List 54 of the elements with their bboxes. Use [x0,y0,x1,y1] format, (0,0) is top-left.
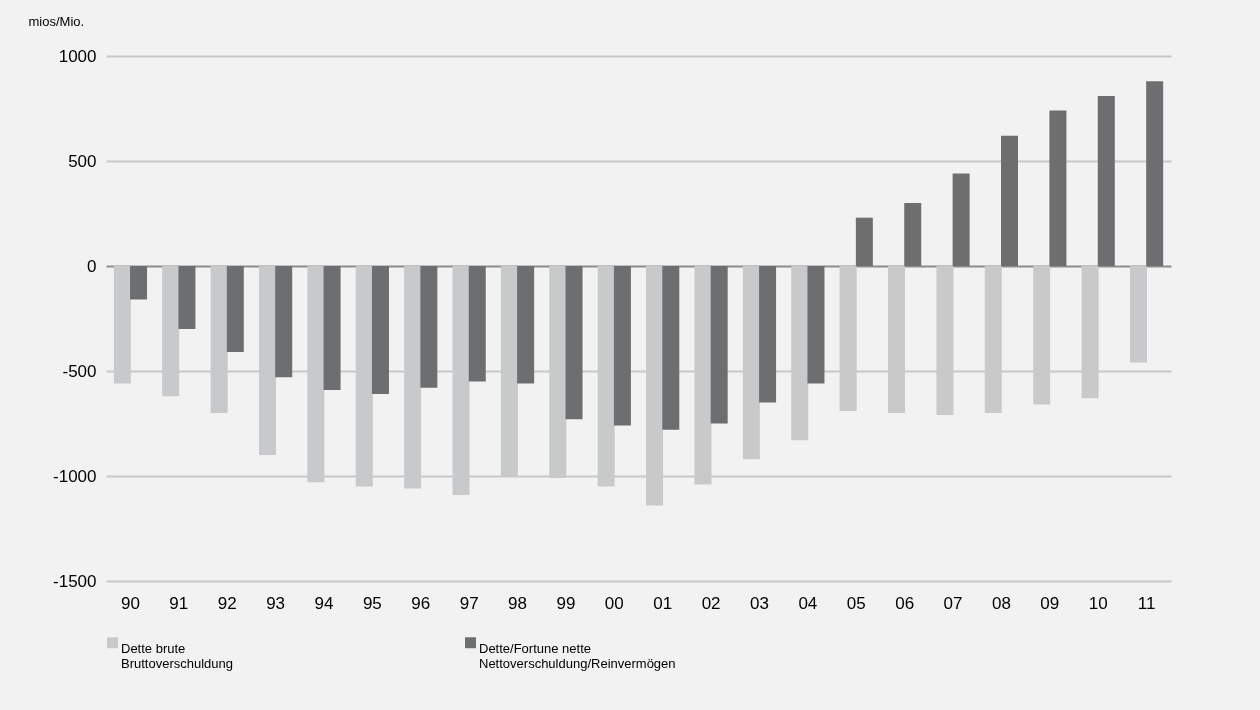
bar [420,266,438,388]
x-tick-label: 98 [508,593,527,613]
x-tick-label: 94 [314,593,334,613]
x-tick-label: 11 [1137,593,1156,613]
x-tick-label: 90 [120,593,140,613]
bar [855,217,873,266]
y-tick-label: -500 [62,361,97,381]
bar [1049,110,1067,266]
bar [952,173,970,266]
x-tick-label: 91 [169,593,189,613]
bar [178,266,196,329]
bar [1001,135,1019,266]
x-tick-label: 95 [362,593,382,613]
bar [565,266,583,420]
bar [759,266,777,403]
bar [275,266,293,378]
x-tick-label: 09 [1040,593,1060,613]
x-tick-label: 05 [846,593,866,613]
legend-label: Dette/Fortune nette Nettoverschuldung/Reinvermögen [479,640,676,671]
bar [323,266,341,390]
x-tick-label: 96 [411,593,431,613]
bar [1129,266,1147,363]
bar [371,266,389,395]
x-tick-label: 00 [604,593,624,613]
legend-label: Dette brute Bruttoverschuldung [121,640,234,671]
x-tick-label: 08 [991,593,1011,613]
y-tick-label: -1000 [53,466,97,486]
bar [1097,95,1115,266]
bar [226,266,244,353]
x-tick-label: 01 [653,593,673,613]
y-tick-label: 1000 [58,46,97,66]
x-tick-label: 03 [750,593,769,613]
x-tick-label: 07 [943,593,963,613]
x-tick-label: 92 [217,593,237,613]
bar [904,203,922,266]
bar [613,266,631,426]
x-tick-label: 93 [266,593,286,613]
x-tick-label: 97 [459,593,479,613]
x-tick-label: 99 [556,593,576,613]
x-tick-label: 06 [895,593,915,613]
bar [130,266,148,300]
bar [468,266,486,382]
bar [1146,81,1164,266]
bar [662,266,680,430]
y-axis-title: mios/Mio. [28,13,85,29]
bar [517,266,535,384]
y-tick-label: 0 [87,256,97,276]
y-tick-label: -1500 [53,571,97,591]
y-tick-label: 500 [68,151,97,171]
x-tick-label: 02 [701,593,721,613]
x-tick-label: 10 [1088,593,1108,613]
x-tick-label: 04 [798,593,818,613]
bar [807,266,825,384]
bar [710,266,728,424]
